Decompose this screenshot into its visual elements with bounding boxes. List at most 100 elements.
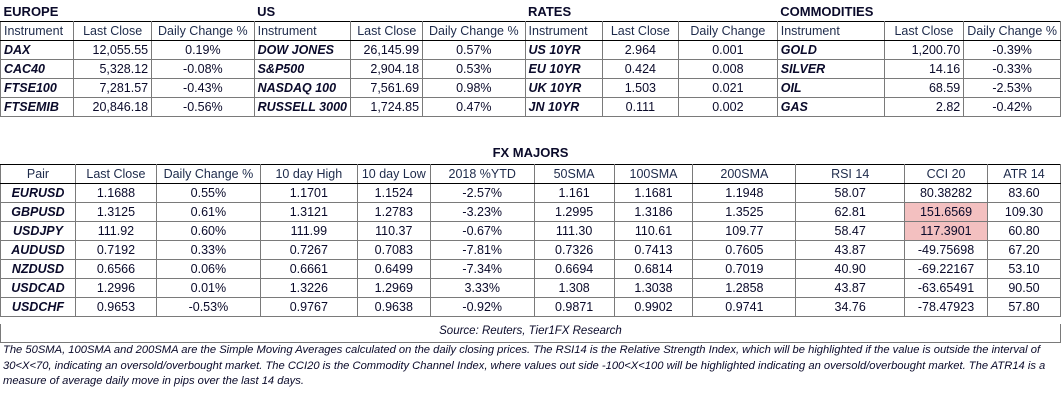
instrument-name: FTSE100 — [0, 78, 75, 98]
fx-header-row: Pair Last Close Daily Change % 10 day Hi… — [0, 164, 1061, 184]
fx-header-cci20: CCI 20 — [904, 164, 988, 184]
last-close-value: 7,281.57 — [73, 78, 153, 98]
fx-atr14: 109.30 — [986, 202, 1061, 222]
fx-last-close: 0.6566 — [74, 259, 157, 279]
fx-last-close: 0.7192 — [74, 240, 157, 260]
instrument-name: EU 10YR — [524, 59, 603, 79]
fx-10day-low: 110.37 — [356, 221, 431, 241]
table-row: FTSE100 7,281.57 -0.43% NASDAQ 100 7,561… — [0, 78, 1061, 98]
fx-table-row: NZDUSD 0.6566 0.06% 0.6661 0.6499 -7.34% 0.669… — [0, 259, 1061, 279]
fx-50sma: 0.9871 — [533, 297, 615, 317]
header-daily-change: Daily Change % — [422, 20, 526, 41]
fx-atr14: 83.60 — [986, 183, 1061, 203]
fx-table-row: GBPUSD 1.3125 0.61% 1.3121 1.2783 -3.23% 1.299… — [0, 202, 1061, 222]
fx-atr14: 67.20 — [986, 240, 1061, 260]
fx-cci20: 151.6569 — [904, 202, 988, 222]
fx-200sma: 109.77 — [692, 221, 797, 241]
header-instrument: Instrument — [524, 20, 603, 41]
daily-change-value: 0.001 — [678, 40, 778, 60]
fx-200sma: 1.2858 — [692, 278, 797, 298]
fx-10day-high: 111.99 — [259, 221, 358, 241]
fx-atr14: 60.80 — [986, 221, 1061, 241]
fx-header-10day-high: 10 day High — [259, 164, 358, 184]
fx-10day-low: 0.6499 — [356, 259, 431, 279]
section-title-us: US — [257, 3, 276, 19]
header-last-close: Last Close — [350, 20, 424, 41]
fx-10day-high: 1.3226 — [259, 278, 358, 298]
header-instrument: Instrument — [0, 20, 75, 41]
instrument-name: SILVER — [776, 59, 885, 79]
fx-10day-high: 1.1701 — [259, 183, 358, 203]
section-titles-row: EUROPE US RATES COMMODITIES — [1, 2, 1061, 21]
fx-pair: GBPUSD — [0, 202, 76, 222]
fx-last-close: 111.92 — [74, 221, 157, 241]
instrument-name: CAC40 — [0, 59, 75, 79]
last-close-value: 1.503 — [601, 78, 680, 98]
fx-table-row: AUDUSD 0.7192 0.33% 0.7267 0.7083 -7.81% 0.732… — [0, 240, 1061, 260]
instrument-name: OIL — [776, 78, 885, 98]
fx-10day-low: 1.2969 — [356, 278, 431, 298]
daily-change-value: -0.08% — [151, 59, 255, 79]
fx-cci20: -69.22167 — [904, 259, 988, 279]
instrument-name: NASDAQ 100 — [253, 78, 352, 98]
fx-ytd: -7.81% — [429, 240, 535, 260]
fx-200sma: 0.7019 — [692, 259, 797, 279]
fx-table-row: EURUSD 1.1688 0.55% 1.1701 1.1524 -2.57% 1.161… — [0, 183, 1061, 203]
fx-50sma: 0.7326 — [533, 240, 615, 260]
fx-daily-change: -0.53% — [155, 297, 261, 317]
fx-50sma: 1.161 — [533, 183, 615, 203]
fx-ytd: -2.57% — [429, 183, 535, 203]
last-close-value: 68.59 — [883, 78, 965, 98]
instrument-name: S&P500 — [253, 59, 352, 79]
fx-last-close: 1.1688 — [74, 183, 157, 203]
header-daily-change: Daily Change % — [963, 20, 1061, 41]
fx-rsi14: 43.87 — [795, 240, 906, 260]
fx-pair: NZDUSD — [0, 259, 76, 279]
fx-daily-change: 0.06% — [155, 259, 261, 279]
fx-100sma: 1.3186 — [613, 202, 694, 222]
markets-overview-table: EUROPE US RATES COMMODITIES Instrument L… — [0, 2, 1061, 117]
fx-200sma: 1.1948 — [692, 183, 797, 203]
fx-daily-change: 0.33% — [155, 240, 261, 260]
fx-10day-low: 0.7083 — [356, 240, 431, 260]
fx-10day-high: 1.3121 — [259, 202, 358, 222]
last-close-value: 12,055.55 — [73, 40, 153, 60]
instrument-name: GOLD — [776, 40, 885, 60]
instrument-name: DAX — [0, 40, 75, 60]
fx-pair: USDCAD — [0, 278, 76, 298]
fx-header-daily-change: Daily Change % — [155, 164, 261, 184]
fx-atr14: 53.10 — [986, 259, 1061, 279]
source-line: Source: Reuters, Tier1FX Research — [439, 325, 622, 337]
last-close-value: 0.424 — [601, 59, 680, 79]
instrument-name: FTSEMIB — [0, 97, 75, 117]
instrument-name: GAS — [776, 97, 885, 117]
fx-rsi14: 62.81 — [795, 202, 906, 222]
header-last-close: Last Close — [883, 20, 965, 41]
fx-10day-high: 0.9767 — [259, 297, 358, 317]
header-last-close: Last Close — [601, 20, 680, 41]
fx-100sma: 1.3038 — [613, 278, 694, 298]
daily-change-value: -0.42% — [963, 97, 1061, 117]
header-daily-change: Daily Change % — [151, 20, 255, 41]
fx-cci20: 117.3901 — [904, 221, 988, 241]
fx-header-50sma: 50SMA — [533, 164, 615, 184]
fx-header-100sma: 100SMA — [613, 164, 694, 184]
fx-ytd: -0.92% — [429, 297, 535, 317]
fx-last-close: 0.9653 — [74, 297, 157, 317]
fx-50sma: 1.2995 — [533, 202, 615, 222]
fx-rsi14: 58.07 — [795, 183, 906, 203]
fx-10day-low: 1.1524 — [356, 183, 431, 203]
fx-rsi14: 58.47 — [795, 221, 906, 241]
fx-daily-change: 0.01% — [155, 278, 261, 298]
header-instrument: Instrument — [776, 20, 885, 41]
fx-10day-high: 0.7267 — [259, 240, 358, 260]
section-title-commodities: COMMODITIES — [780, 3, 874, 19]
fx-10day-low: 0.9638 — [356, 297, 431, 317]
daily-change-value: 0.002 — [678, 97, 778, 117]
instrument-name: DOW JONES — [253, 40, 352, 60]
fx-pair: USDCHF — [0, 297, 76, 317]
fx-50sma: 111.30 — [533, 221, 615, 241]
fx-100sma: 0.7413 — [613, 240, 694, 260]
section-title-rates: RATES — [528, 3, 572, 19]
last-close-value: 2.964 — [601, 40, 680, 60]
